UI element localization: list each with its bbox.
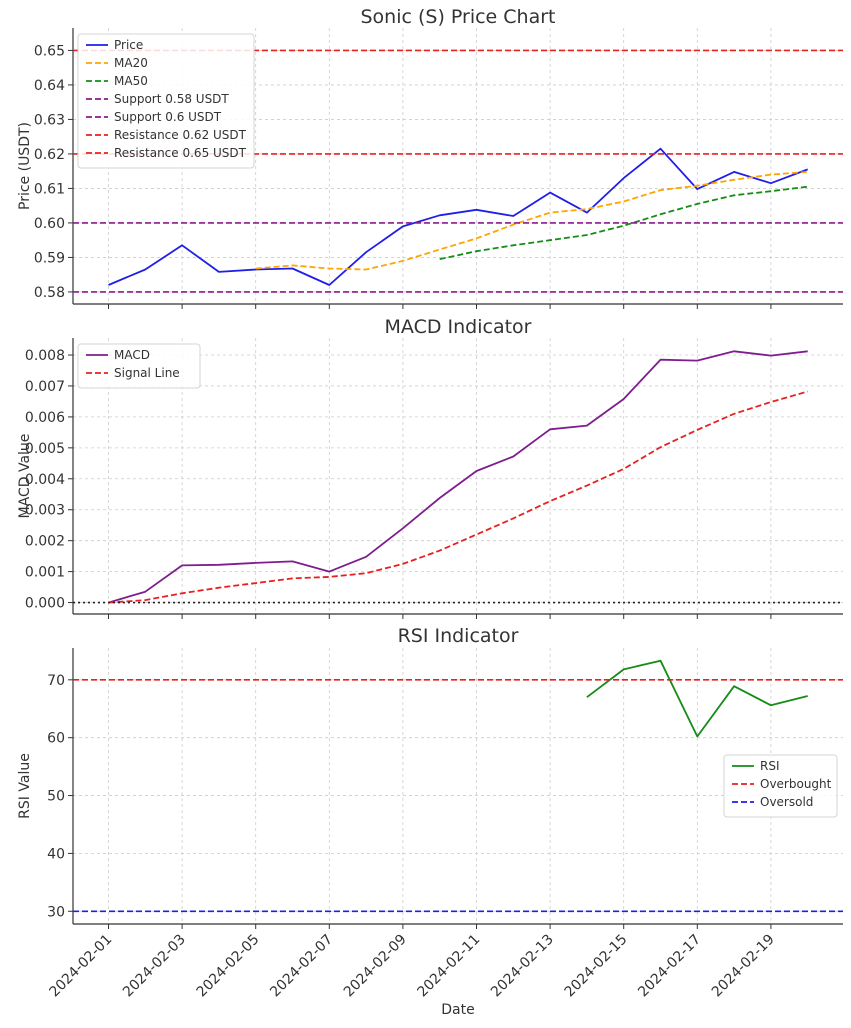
y-tick-label: 0.000 [25, 596, 65, 612]
legend-label: MA50 [114, 74, 148, 88]
y-tick-label: 0.006 [25, 410, 65, 426]
x-tick-label: 2024-02-11 [414, 932, 483, 1001]
x-tick-label: 2024-02-05 [194, 932, 263, 1001]
series-line-macd [108, 350, 808, 604]
panel-3: 30 40 50 60 70 RSI Indicator RSI Value RSI Overb… [17, 625, 843, 1018]
legend-box [77, 33, 255, 169]
y-tick-label: 0.58 [34, 285, 65, 301]
legend-label: Support 0.6 USDT [114, 110, 222, 124]
y-tick-label: 0.63 [34, 112, 65, 128]
y-tick-label: 0.60 [34, 216, 65, 232]
legend: RSI Overbought Oversold [723, 754, 838, 818]
x-tick-label: 2024-02-09 [341, 932, 410, 1001]
y-tick-label: 0.61 [34, 181, 65, 197]
y-axis-label: Price (USDT) [17, 122, 33, 210]
x-tick-label: 2024-02-03 [120, 932, 189, 1001]
x-tick-label: 2024-02-01 [46, 932, 115, 1001]
y-tick-label: 0.001 [25, 565, 65, 581]
legend-label: RSI [760, 759, 780, 773]
y-tick-label: 30 [47, 904, 65, 920]
y-tick-label: 60 [47, 731, 65, 747]
series-line-signal-line [108, 390, 808, 604]
y-tick-label: 70 [47, 673, 65, 689]
x-axis-label: Date [441, 1002, 474, 1018]
legend-label: Support 0.58 USDT [114, 92, 229, 106]
y-tick-label: 0.65 [34, 43, 65, 59]
x-tick-label: 2024-02-15 [562, 932, 631, 1001]
x-tick-label: 2024-02-07 [267, 932, 336, 1001]
panel-1: 0.58 0.59 0.60 0.61 0.62 0.63 0.64 0.65 Sonic (S… [17, 6, 843, 309]
y-tick-label: 0.007 [25, 379, 65, 395]
series-line-price [108, 147, 809, 286]
legend-label: Overbought [760, 777, 832, 791]
legend: MACD Signal Line [77, 343, 201, 389]
series-line-ma20 [255, 171, 808, 271]
y-tick-label: 0.008 [25, 348, 65, 364]
x-tick-label: 2024-02-19 [709, 932, 778, 1001]
y-tick-label: 40 [47, 846, 65, 862]
legend-label: Resistance 0.65 USDT [114, 146, 247, 160]
y-axis-label: RSI Value [17, 753, 33, 819]
y-axis-label: MACD Value [17, 434, 33, 519]
chart-title: Sonic (S) Price Chart [360, 6, 555, 28]
panel-2: 0.000 0.001 0.002 0.003 0.004 0.005 0.006 0.007… [17, 316, 843, 619]
y-tick-label: 0.002 [25, 534, 65, 550]
legend-label: MA20 [114, 56, 148, 70]
legend-label: Price [114, 38, 143, 52]
chart-title: RSI Indicator [398, 625, 519, 647]
legend-label: MACD [114, 348, 150, 362]
x-tick-label: 2024-02-13 [488, 932, 557, 1001]
legend-label: Resistance 0.62 USDT [114, 128, 247, 142]
series-line-rsi [586, 659, 808, 738]
y-tick-label: 0.59 [34, 250, 65, 266]
y-tick-label: 0.005 [25, 441, 65, 457]
legend-label: Oversold [760, 795, 813, 809]
y-tick-label: 0.003 [25, 503, 65, 519]
y-tick-label: 0.004 [25, 472, 65, 488]
legend-box [77, 343, 201, 389]
y-tick-label: 0.62 [34, 147, 65, 163]
legend-label: Signal Line [114, 366, 180, 380]
y-tick-label: 50 [47, 789, 65, 805]
chart-title: MACD Indicator [385, 316, 532, 338]
y-tick-label: 0.64 [34, 78, 65, 94]
x-tick-label: 2024-02-17 [635, 932, 704, 1001]
legend: Price MA20 MA50 Support 0.58 USDT Support 0.… [77, 33, 255, 169]
